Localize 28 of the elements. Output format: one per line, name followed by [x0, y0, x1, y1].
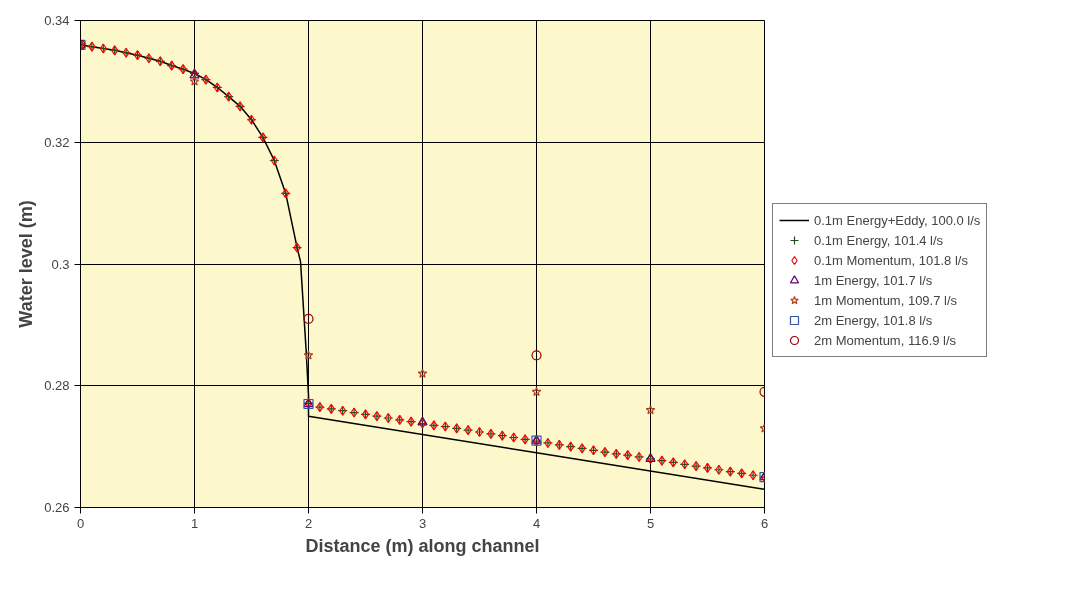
point — [645, 405, 656, 415]
point — [531, 350, 542, 361]
x-tick-label: 0 — [76, 515, 85, 531]
legend-label: 2m Momentum, 116.9 l/s — [814, 332, 957, 348]
point — [531, 386, 542, 397]
y-tick-label: 0.34 — [44, 13, 70, 28]
x-tick-label: 5 — [646, 515, 655, 531]
y-tick-label: 0.3 — [51, 256, 70, 272]
y-axis-title: Water level (m) — [16, 200, 37, 328]
x-tick-label: 1 — [190, 515, 199, 531]
y-tick-label: 0.26 — [44, 500, 70, 515]
legend-label: 2m Energy, 101.8 l/s — [814, 312, 933, 328]
x-tick-label: 2 — [304, 515, 313, 531]
x-tick-label: 6 — [760, 515, 769, 531]
legend-label: 0.1m Energy+Eddy, 100.0 l/s — [814, 212, 981, 228]
y-tick-label: 0.28 — [44, 378, 70, 394]
legend-label: 0.1m Momentum, 101.8 l/s — [814, 252, 968, 268]
y-tick-label: 0.32 — [44, 134, 70, 150]
x-tick-label: 3 — [418, 515, 427, 531]
point — [303, 350, 314, 360]
x-axis-title: Distance (m) along channel — [305, 535, 540, 556]
x-tick-label: 4 — [532, 515, 541, 531]
legend-label: 0.1m Energy, 101.4 l/s — [814, 232, 944, 248]
legend-label: 1m Momentum, 109.7 l/s — [814, 292, 958, 308]
point — [189, 76, 200, 86]
point — [417, 368, 428, 378]
legend-label: 1m Energy, 101.7 l/s — [814, 272, 933, 288]
point — [303, 313, 314, 324]
